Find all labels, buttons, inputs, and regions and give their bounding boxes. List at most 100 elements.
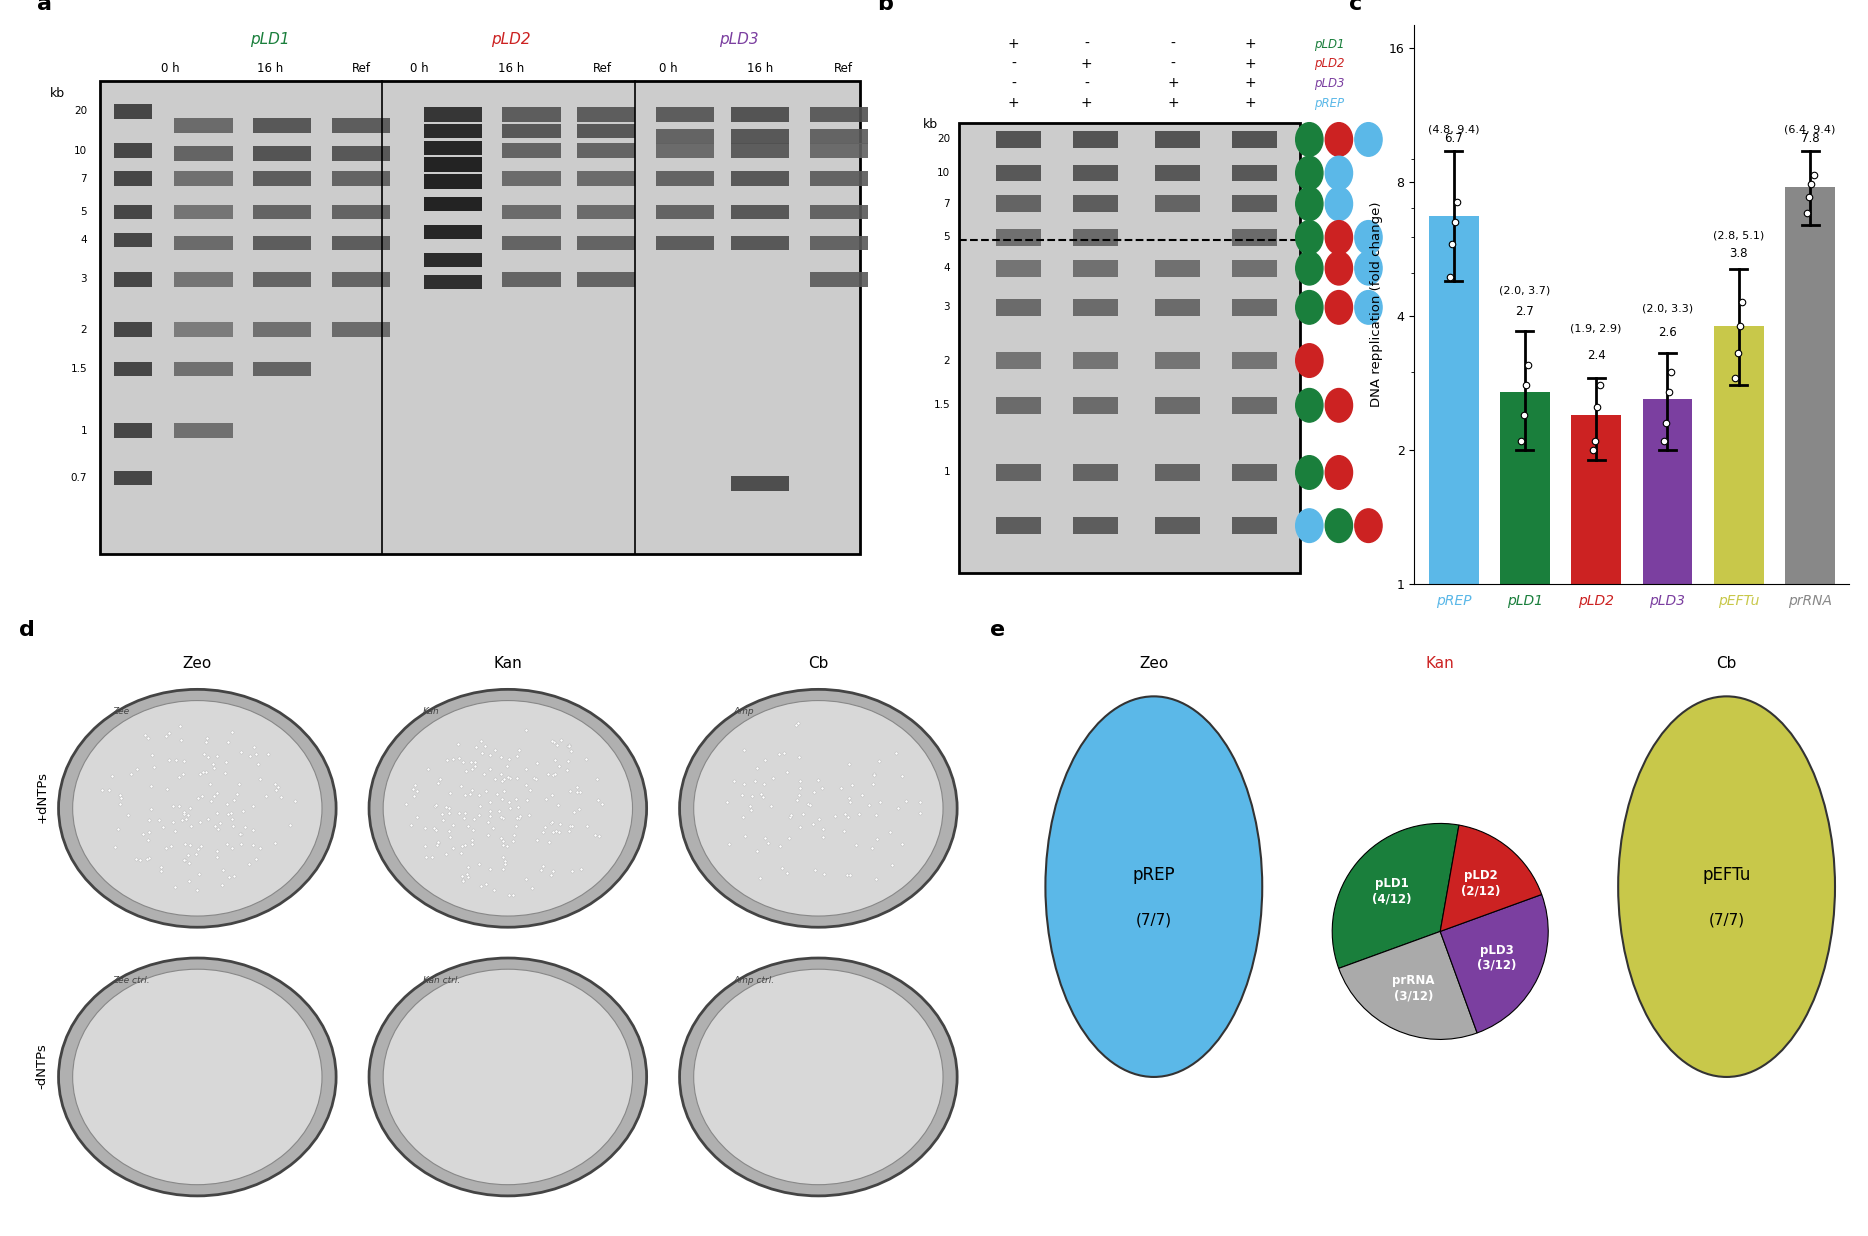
Point [1657, 362, 1687, 382]
Ellipse shape [73, 969, 321, 1184]
FancyBboxPatch shape [1233, 299, 1278, 315]
Ellipse shape [693, 969, 943, 1184]
Text: 0 h: 0 h [659, 62, 678, 75]
FancyBboxPatch shape [424, 174, 482, 189]
FancyBboxPatch shape [996, 299, 1040, 315]
FancyBboxPatch shape [809, 236, 869, 250]
Point [1728, 292, 1758, 311]
Text: Zee ctrl.: Zee ctrl. [112, 975, 149, 985]
FancyBboxPatch shape [114, 172, 151, 185]
FancyBboxPatch shape [99, 80, 859, 554]
Text: kb: kb [50, 88, 65, 100]
FancyBboxPatch shape [114, 143, 151, 158]
Bar [1500, 392, 1550, 1236]
Circle shape [1354, 220, 1382, 255]
FancyBboxPatch shape [1154, 299, 1199, 315]
Text: +: + [1244, 77, 1255, 90]
Text: 1.5: 1.5 [71, 363, 88, 375]
Text: Kan ctrl.: Kan ctrl. [424, 975, 460, 985]
FancyBboxPatch shape [577, 172, 635, 185]
FancyBboxPatch shape [424, 141, 482, 156]
FancyBboxPatch shape [1072, 229, 1119, 246]
FancyBboxPatch shape [809, 108, 869, 121]
Point [1580, 431, 1610, 451]
FancyBboxPatch shape [114, 471, 151, 486]
Text: 2: 2 [943, 356, 951, 366]
FancyBboxPatch shape [174, 272, 232, 287]
FancyBboxPatch shape [424, 252, 482, 267]
Text: -: - [1083, 37, 1089, 52]
Text: +: + [1168, 77, 1179, 90]
FancyBboxPatch shape [1072, 352, 1119, 368]
Text: 5: 5 [80, 208, 88, 218]
FancyBboxPatch shape [1233, 397, 1278, 414]
FancyBboxPatch shape [1154, 260, 1199, 277]
Bar [1786, 187, 1834, 1236]
Text: b: b [878, 0, 893, 14]
Point [1724, 316, 1754, 336]
FancyBboxPatch shape [730, 130, 788, 143]
Text: 16 h: 16 h [747, 62, 773, 75]
FancyBboxPatch shape [1072, 299, 1119, 315]
FancyBboxPatch shape [174, 205, 232, 220]
FancyBboxPatch shape [656, 143, 714, 158]
FancyBboxPatch shape [1233, 131, 1278, 148]
FancyBboxPatch shape [1233, 260, 1278, 277]
Text: -: - [1083, 77, 1089, 90]
Text: +: + [1009, 96, 1020, 110]
Text: 7.8: 7.8 [1801, 132, 1819, 146]
FancyBboxPatch shape [1072, 164, 1119, 182]
Circle shape [1296, 251, 1323, 286]
Circle shape [1354, 122, 1382, 156]
FancyBboxPatch shape [502, 272, 560, 287]
FancyBboxPatch shape [730, 172, 788, 185]
Text: 4: 4 [943, 263, 951, 273]
Ellipse shape [58, 690, 336, 927]
Bar [1642, 399, 1692, 1236]
FancyBboxPatch shape [656, 130, 714, 143]
Text: 7: 7 [943, 199, 951, 209]
FancyBboxPatch shape [502, 143, 560, 158]
Text: 20: 20 [938, 135, 951, 145]
FancyBboxPatch shape [114, 323, 151, 337]
Point [1797, 174, 1827, 194]
FancyBboxPatch shape [1233, 164, 1278, 182]
Text: 10: 10 [75, 146, 88, 156]
FancyBboxPatch shape [254, 146, 312, 161]
Text: 1.5: 1.5 [934, 400, 951, 410]
Text: (2.8, 5.1): (2.8, 5.1) [1713, 231, 1765, 241]
FancyBboxPatch shape [424, 274, 482, 289]
Text: 2.4: 2.4 [1586, 350, 1605, 362]
Text: 0 h: 0 h [411, 62, 428, 75]
FancyBboxPatch shape [502, 205, 560, 220]
Text: Cb: Cb [809, 656, 829, 671]
FancyBboxPatch shape [114, 272, 151, 287]
Text: -: - [1171, 57, 1175, 70]
FancyBboxPatch shape [656, 236, 714, 250]
FancyBboxPatch shape [1154, 464, 1199, 481]
Circle shape [1354, 509, 1382, 543]
Circle shape [1324, 251, 1352, 286]
FancyBboxPatch shape [1072, 195, 1119, 213]
Point [1513, 356, 1543, 376]
FancyBboxPatch shape [656, 205, 714, 220]
Text: pLD2: pLD2 [491, 32, 531, 47]
Point [1509, 405, 1539, 425]
Ellipse shape [680, 690, 956, 927]
Point [1584, 376, 1614, 396]
Circle shape [1324, 187, 1352, 220]
FancyBboxPatch shape [502, 172, 560, 185]
Text: Zeo: Zeo [1139, 656, 1169, 671]
Point [1442, 193, 1472, 213]
Circle shape [1324, 220, 1352, 255]
FancyBboxPatch shape [730, 143, 788, 158]
Circle shape [1296, 456, 1323, 489]
FancyBboxPatch shape [996, 195, 1040, 213]
FancyBboxPatch shape [254, 205, 312, 220]
Circle shape [1296, 187, 1323, 220]
FancyBboxPatch shape [1154, 195, 1199, 213]
Text: 2: 2 [80, 325, 88, 335]
Point [1791, 204, 1821, 224]
FancyBboxPatch shape [254, 362, 312, 376]
FancyBboxPatch shape [958, 122, 1300, 574]
